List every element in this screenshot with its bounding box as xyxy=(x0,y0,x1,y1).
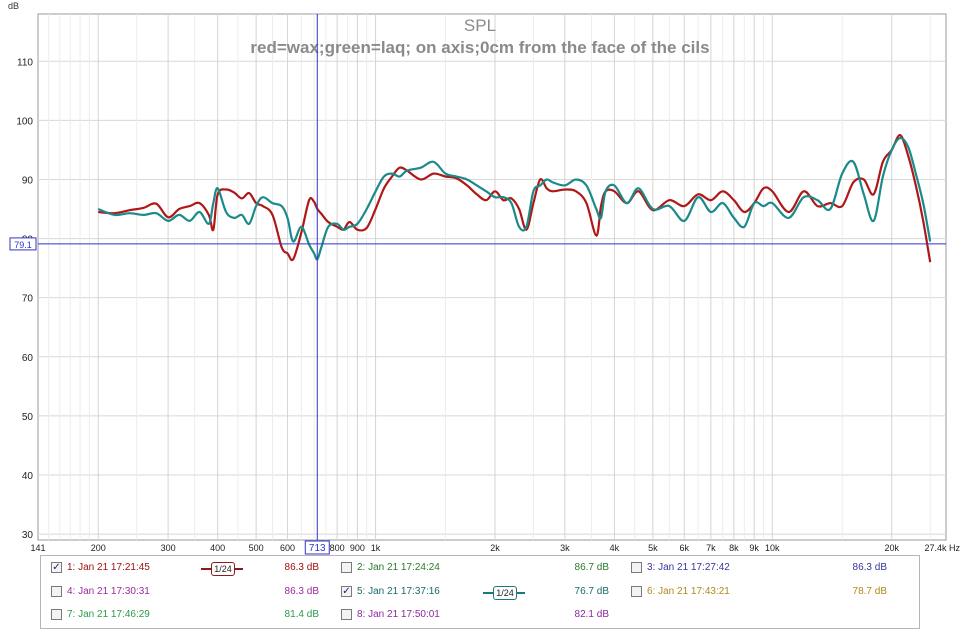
x-tick-label: 2k xyxy=(490,543,500,553)
y-tick-label: 100 xyxy=(16,116,33,127)
y-tick-label: 90 xyxy=(22,175,34,186)
legend-label[interactable]: 1: Jan 21 17:21:45 xyxy=(67,562,150,573)
plot-area[interactable] xyxy=(37,13,947,541)
x-tick-label: 6k xyxy=(680,543,690,553)
x-tick-label: 8k xyxy=(729,543,739,553)
x-tick-label: 4k xyxy=(610,543,620,553)
spl-chart[interactable]: 3040506070809010011014120030040050060080… xyxy=(0,0,963,555)
legend-panel: ✓ 1: Jan 21 17:21:45 1/24 86.3 dB 2: Jan 21 … xyxy=(40,555,920,629)
cursor-x-box xyxy=(304,540,330,555)
legend-checkbox[interactable] xyxy=(341,562,352,573)
legend-value: 86.3 dB xyxy=(284,586,319,597)
x-tick-label: 500 xyxy=(249,543,264,553)
x-tick-label: 800 xyxy=(330,543,345,553)
chart-title: SPL xyxy=(464,16,496,35)
legend-checkbox[interactable] xyxy=(51,586,62,597)
legend-label[interactable]: 2: Jan 21 17:24:24 xyxy=(357,562,440,573)
legend-item: 4: Jan 21 17:30:31 86.3 dB xyxy=(51,583,336,601)
legend-item: ✓ 1: Jan 21 17:21:45 1/24 86.3 dB xyxy=(51,559,336,577)
cursor-y-box xyxy=(9,237,37,251)
x-tick-label: 20k xyxy=(884,543,899,553)
x-tick-label: 300 xyxy=(161,543,176,553)
y-axis-unit: dB xyxy=(8,1,19,11)
legend-checkbox[interactable] xyxy=(631,562,642,573)
y-tick-label: 40 xyxy=(22,471,34,482)
legend-checkbox[interactable] xyxy=(341,609,352,620)
legend-value: 86.7 dB xyxy=(574,562,609,573)
series-line xyxy=(98,134,932,263)
legend-item: 7: Jan 21 17:46:29 81.4 dB xyxy=(51,606,336,624)
cursor[interactable]: 79.1 713 xyxy=(9,14,946,555)
smoothing-indicator[interactable]: 1/24 xyxy=(483,586,525,600)
legend-label[interactable]: 4: Jan 21 17:30:31 xyxy=(67,586,150,597)
legend-value: 86.3 dB xyxy=(284,562,319,573)
gridlines xyxy=(38,14,946,540)
legend-item: ✓ 5: Jan 21 17:37:16 1/24 76.7 dB xyxy=(341,583,626,601)
legend-value: 81.4 dB xyxy=(284,609,319,620)
smoothing-label: 1/24 xyxy=(211,562,235,576)
legend-value: 76.7 dB xyxy=(574,586,609,597)
x-tick-label: 3k xyxy=(560,543,570,553)
x-tick-label: 600 xyxy=(280,543,295,553)
legend-item: 2: Jan 21 17:24:24 86.7 dB xyxy=(341,559,626,577)
y-tick-label: 60 xyxy=(22,353,34,364)
smoothing-label: 1/24 xyxy=(493,586,517,600)
legend-item: 8: Jan 21 17:50:01 82.1 dB xyxy=(341,606,626,624)
legend-label[interactable]: 5: Jan 21 17:37:16 xyxy=(357,586,440,597)
chart-subtitle: red=wax;green=laq; on axis;0cm from the … xyxy=(250,38,709,57)
x-tick-label: 5k xyxy=(648,543,658,553)
legend-checkbox[interactable]: ✓ xyxy=(51,562,62,573)
x-tick-label: 27.4k Hz xyxy=(924,543,960,553)
legend-item: 6: Jan 21 17:43:21 78.7 dB xyxy=(631,583,916,601)
legend-checkbox[interactable] xyxy=(631,586,642,597)
x-tick-label: 9k xyxy=(749,543,759,553)
legend-label[interactable]: 3: Jan 21 17:27:42 xyxy=(647,562,730,573)
y-tick-label: 30 xyxy=(22,530,34,541)
legend-label[interactable]: 6: Jan 21 17:43:21 xyxy=(647,586,730,597)
cursor-x-label: 713 xyxy=(309,543,326,554)
x-tick-label: 900 xyxy=(350,543,365,553)
x-tick-label: 1k xyxy=(371,543,381,553)
legend-value: 78.7 dB xyxy=(852,586,887,597)
y-tick-label: 110 xyxy=(17,57,33,68)
x-tick-label: 7k xyxy=(706,543,716,553)
legend-label[interactable]: 8: Jan 21 17:50:01 xyxy=(357,609,440,620)
legend-checkbox[interactable]: ✓ xyxy=(341,586,352,597)
legend-label[interactable]: 7: Jan 21 17:46:29 xyxy=(67,609,150,620)
legend-value: 82.1 dB xyxy=(574,609,609,620)
y-tick-label: 70 xyxy=(22,294,34,305)
x-tick-label: 10k xyxy=(765,543,780,553)
series-line xyxy=(97,136,932,261)
x-tick-label: 141 xyxy=(30,543,45,553)
series-lines xyxy=(97,134,932,263)
legend-value: 86.3 dB xyxy=(852,562,887,573)
legend-checkbox[interactable] xyxy=(51,609,62,620)
legend-item: 3: Jan 21 17:27:42 86.3 dB xyxy=(631,559,916,577)
smoothing-indicator[interactable]: 1/24 xyxy=(201,562,243,576)
tick-labels: 3040506070809010011014120030040050060080… xyxy=(16,57,960,553)
cursor-y-label: 79.1 xyxy=(14,240,32,250)
x-tick-label: 200 xyxy=(91,543,106,553)
y-tick-label: 50 xyxy=(22,412,34,423)
x-tick-label: 400 xyxy=(210,543,225,553)
